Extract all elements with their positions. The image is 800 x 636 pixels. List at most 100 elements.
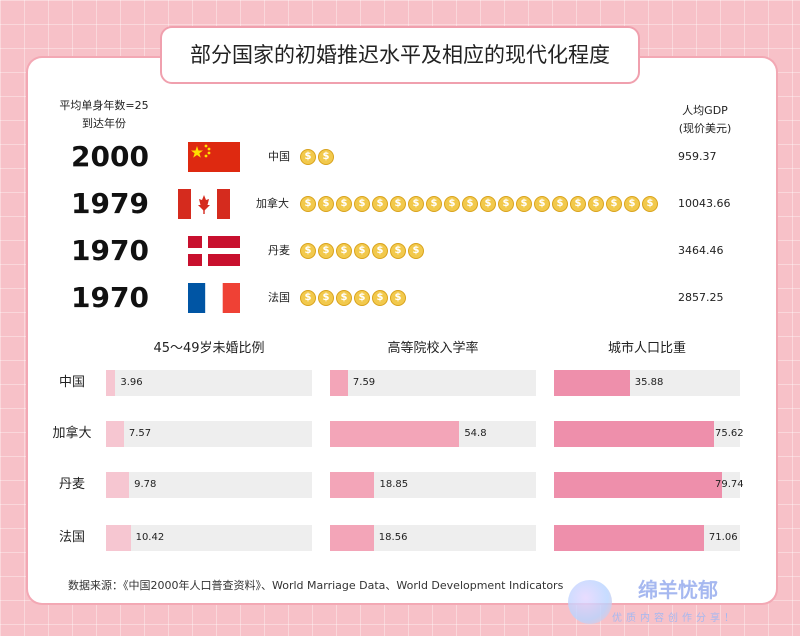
dollar-coin-icon: $ — [336, 196, 352, 212]
dollar-coin-icon: $ — [534, 196, 550, 212]
country-row-canada: 1979 加拿大 $ $ $ $ $ $ $ $ $ $ $ $ $ $ $ $ $ $ $ $ 10043.66 — [60, 184, 760, 224]
bar-track: 75.62 — [554, 421, 744, 447]
gdp-coins: $ $ $ $ $ $ — [300, 278, 406, 318]
bar-track: 79.74 — [554, 472, 744, 498]
gdp-coins: $ $ $ $ $ $ $ — [300, 231, 424, 271]
dollar-coin-icon: $ — [354, 290, 370, 306]
bar — [330, 370, 348, 396]
denmark-flag-icon — [188, 236, 240, 266]
series-title-enrollment-rate: 高等院校入学率 — [387, 341, 479, 356]
watermark-slogan: 优质内容创作分享！ — [612, 613, 738, 624]
france-flag-icon — [188, 283, 240, 313]
country-name: 法国 — [268, 291, 290, 304]
year-header-line-1: 平均单身年数=25 — [59, 99, 149, 112]
dollar-coin-icon: $ — [336, 290, 352, 306]
year-column-header: 平均单身年数=25 到达年份 — [44, 97, 164, 133]
dollar-coin-icon: $ — [516, 196, 532, 212]
gdp-header-line-1: 人均GDP — [682, 104, 728, 117]
dollar-coin-icon: $ — [390, 290, 406, 306]
year-value: 1970 — [71, 234, 149, 267]
dollar-coin-icon: $ — [318, 290, 334, 306]
year-header-line-2: 到达年份 — [82, 117, 126, 130]
bar-value-label: 7.59 — [352, 377, 376, 388]
dollar-coin-icon: $ — [480, 196, 496, 212]
dollar-coin-icon: $ — [300, 243, 316, 259]
gdp-value: 959.37 — [678, 150, 717, 163]
dollar-coin-icon: $ — [372, 243, 388, 259]
bar-value-label: 3.96 — [120, 377, 143, 388]
dollar-coin-icon: $ — [336, 243, 352, 259]
watermark-name: 绵羊忧郁 — [638, 578, 718, 602]
bar-track: 35.88 — [554, 370, 740, 396]
year-value: 1970 — [71, 281, 149, 314]
bar-row-label: 中国 — [58, 375, 85, 390]
dollar-coin-icon: $ — [552, 196, 568, 212]
bar-value-label: 71.06 — [708, 532, 738, 543]
bar-track: 7.59 — [330, 370, 536, 396]
year-value: 1979 — [71, 187, 149, 220]
bar-row-label: 丹麦 — [58, 477, 85, 492]
series-title-urban-ratio: 城市人口比重 — [607, 341, 686, 356]
country-name: 中国 — [268, 150, 290, 163]
bar-track: 7.57 — [106, 421, 312, 447]
dollar-coin-icon: $ — [408, 196, 424, 212]
bar-value-label: 35.88 — [634, 377, 664, 388]
bar — [330, 421, 460, 447]
bar-value-label: 18.85 — [379, 479, 409, 490]
bar-track: 18.85 — [330, 472, 536, 498]
dollar-coin-icon: $ — [300, 196, 316, 212]
dollar-coin-icon: $ — [642, 196, 658, 212]
country-row-denmark: 1970 丹麦 $ $ $ $ $ $ $ 3464.46 — [60, 231, 760, 271]
dollar-coin-icon: $ — [498, 196, 514, 212]
canada-flag-icon — [178, 189, 230, 219]
bar — [106, 472, 130, 498]
watermark-logo — [568, 580, 612, 624]
dollar-coin-icon: $ — [462, 196, 478, 212]
china-flag-icon — [188, 142, 240, 172]
dollar-coin-icon: $ — [390, 196, 406, 212]
bar — [330, 472, 375, 498]
dollar-coin-icon: $ — [606, 196, 622, 212]
bar-value-label: 9.78 — [134, 479, 157, 490]
bar — [554, 421, 714, 447]
bar-value-label: 75.62 — [715, 428, 744, 439]
bar — [106, 421, 124, 447]
bar-track: 3.96 — [106, 370, 312, 396]
chart-title: 部分国家的初婚推迟水平及相应的现代化程度 — [160, 26, 640, 84]
bar — [106, 525, 131, 551]
bar — [106, 370, 116, 396]
data-source-note: 数据来源：《中国2000年人口普查资料》、World Marriage Data… — [68, 579, 564, 592]
dollar-coin-icon: $ — [300, 290, 316, 306]
bar-track: 71.06 — [554, 525, 740, 551]
bar — [330, 525, 374, 551]
gdp-value: 10043.66 — [678, 197, 731, 210]
dollar-coin-icon: $ — [318, 196, 334, 212]
bar — [554, 525, 704, 551]
dollar-coin-icon: $ — [354, 243, 370, 259]
year-value: 2000 — [71, 140, 149, 173]
country-row-france: 1970 法国 $ $ $ $ $ $ 2857.25 — [60, 278, 760, 318]
country-name: 加拿大 — [256, 197, 289, 210]
bar-value-label: 79.74 — [715, 479, 744, 490]
bar-track: 18.56 — [330, 525, 536, 551]
bar-value-label: 7.57 — [128, 428, 152, 439]
gdp-column-header: 人均GDP (现价美元) — [660, 102, 750, 138]
bar — [554, 370, 630, 396]
infographic-card — [28, 58, 776, 603]
bar-track: 9.78 — [106, 472, 312, 498]
dollar-coin-icon: $ — [372, 196, 388, 212]
dollar-coin-icon: $ — [318, 243, 334, 259]
gdp-coins: $ $ $ $ $ $ $ $ $ $ $ $ $ $ $ $ $ $ $ $ — [300, 184, 658, 224]
dollar-coin-icon: $ — [372, 290, 388, 306]
dollar-coin-icon: $ — [624, 196, 640, 212]
dollar-coin-icon: $ — [318, 149, 334, 165]
dollar-coin-icon: $ — [408, 243, 424, 259]
dollar-coin-icon: $ — [354, 196, 370, 212]
bar-track: 10.42 — [106, 525, 312, 551]
dollar-coin-icon: $ — [390, 243, 406, 259]
dollar-coin-icon: $ — [426, 196, 442, 212]
bar-row-label: 加拿大 — [52, 426, 92, 441]
gdp-value: 2857.25 — [678, 291, 724, 304]
bar-value-label: 18.56 — [378, 532, 408, 543]
country-name: 丹麦 — [268, 244, 290, 257]
